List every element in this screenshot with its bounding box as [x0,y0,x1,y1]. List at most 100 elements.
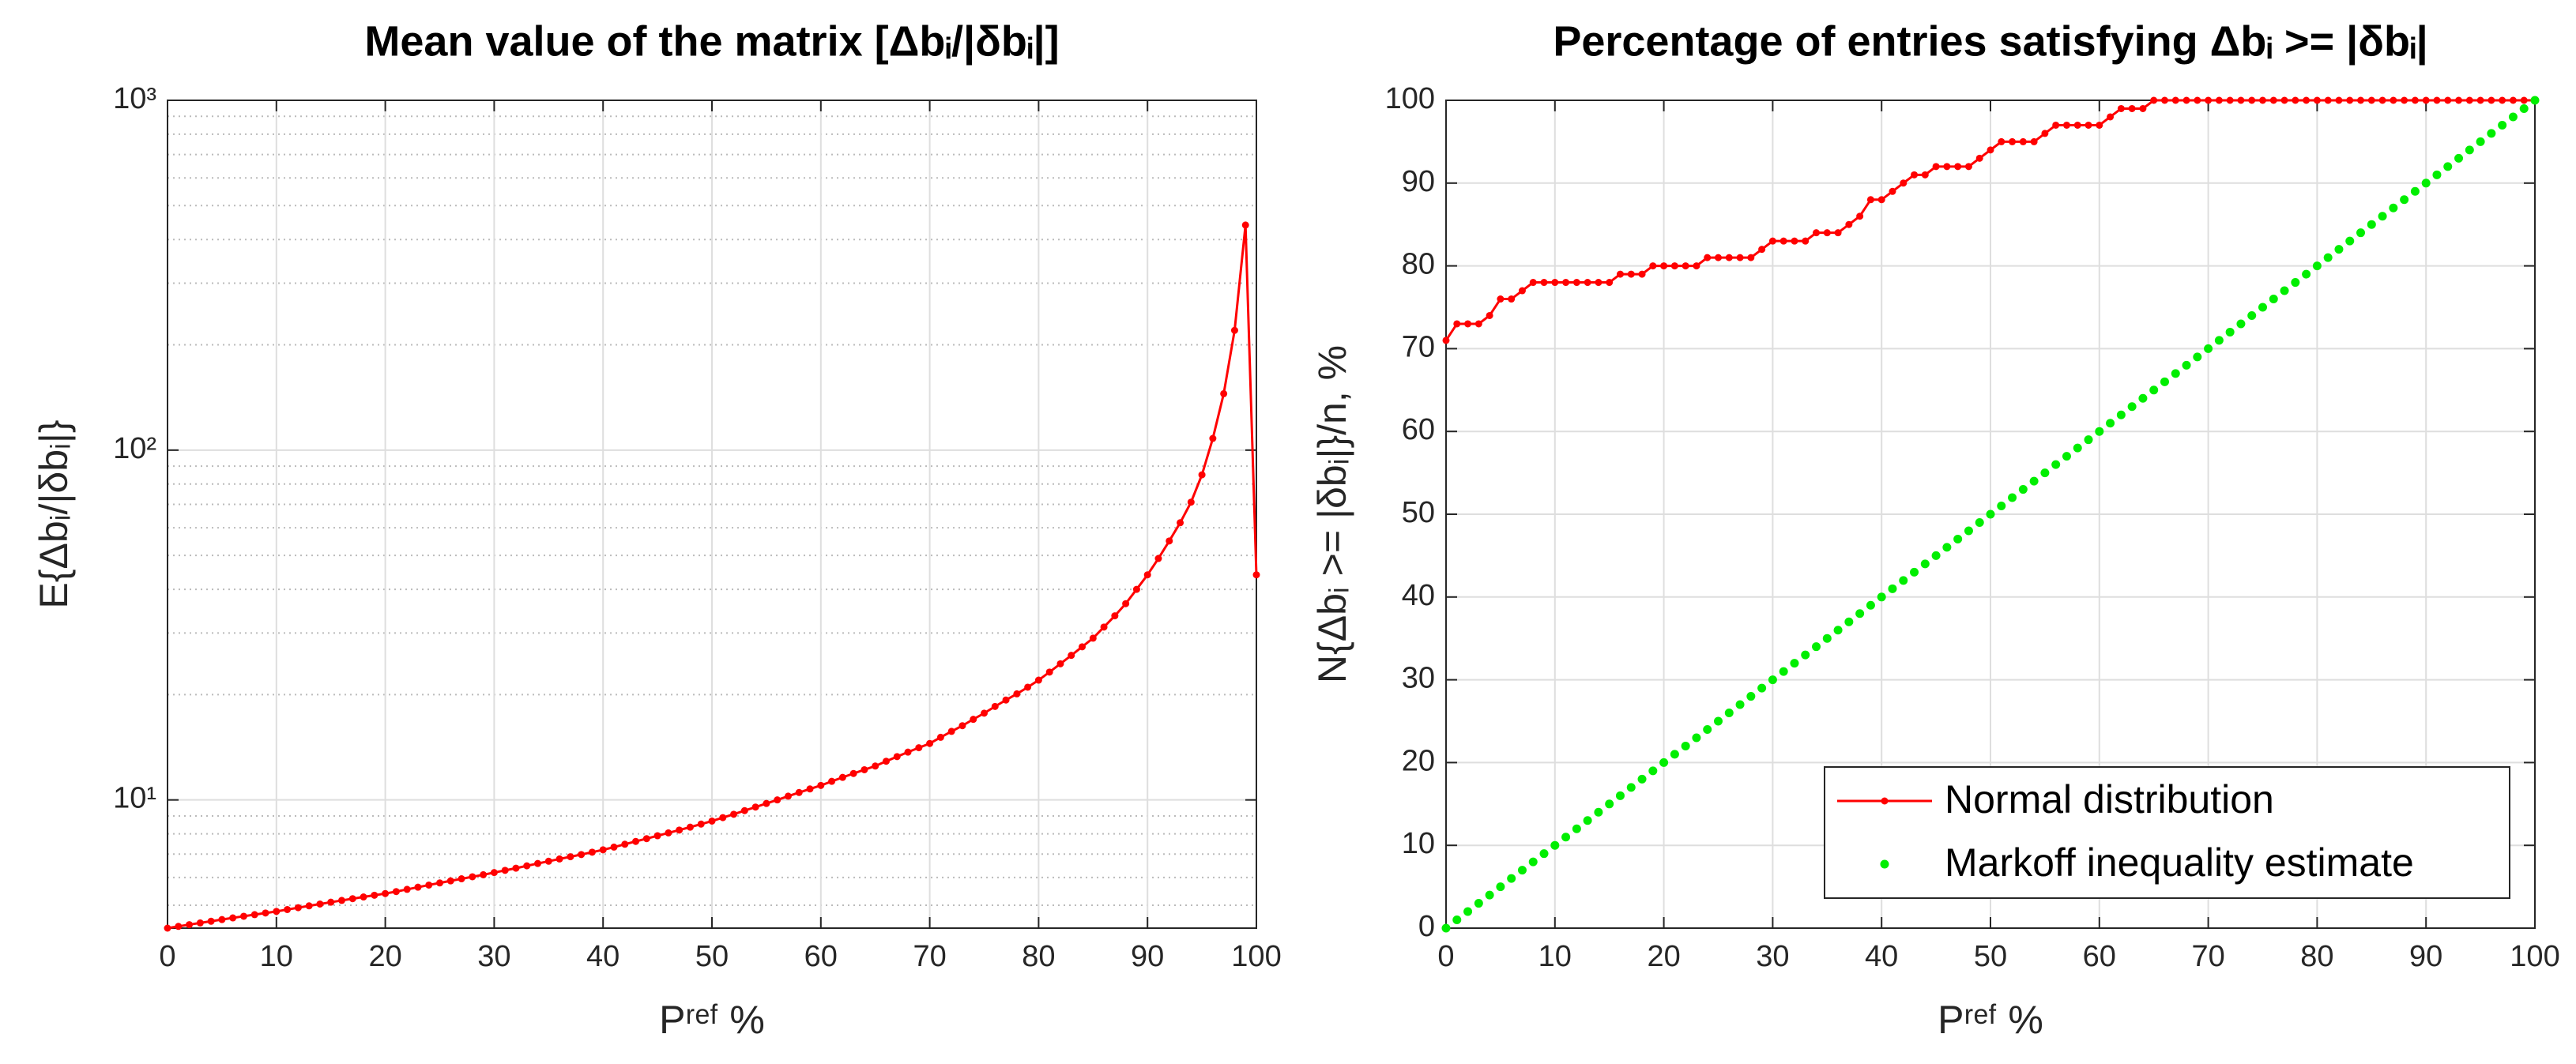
data-point [708,817,716,825]
data-point [1812,642,1821,652]
data-point [382,889,390,897]
data-point [2487,129,2496,138]
data-point [872,762,879,770]
data-point [164,924,171,932]
x-tick-label: 20 [1647,940,1680,973]
data-point [2095,427,2104,436]
y-tick-label: 90 [1402,165,1435,198]
data-point [1220,389,1228,397]
data-point [740,806,748,814]
data-point [1758,246,1766,254]
data-point [1802,237,1810,245]
data-point [1056,660,1064,667]
data-point [1943,163,1951,171]
data-point [1485,890,1494,900]
data-point [2421,179,2431,188]
data-point [1833,626,1843,635]
data-point [2313,96,2321,104]
data-point [2193,352,2202,362]
data-point [1779,237,1787,245]
x-tick-label: 60 [2083,940,2116,973]
legend-marker [1881,797,1889,805]
data-point [1649,262,1657,270]
data-point [1616,270,1624,278]
data-point [1866,600,1875,610]
x-tick-label: 80 [1022,940,1055,973]
data-point [2138,393,2148,403]
data-point [1638,270,1646,278]
data-point [2389,203,2398,212]
x-tick-label: 50 [1974,940,2007,973]
data-point [730,810,738,818]
data-point [458,875,465,883]
data-point [2367,220,2376,229]
data-point [1714,716,1723,726]
x-tick-label: 20 [368,940,401,973]
data-point [1920,559,1930,569]
data-point [2107,113,2115,121]
data-point [1747,254,1755,261]
data-point [1166,537,1173,545]
y-tick-label: 100 [1385,82,1435,115]
data-point [2422,96,2430,104]
data-point [1002,696,1010,704]
y-tick-label: 10² [113,432,156,465]
data-point [665,829,672,837]
data-point [1790,659,1799,668]
data-point [1615,791,1625,800]
data-point [2062,121,2070,129]
data-point [501,867,509,874]
data-point [1975,154,1983,162]
data-point [1111,612,1119,620]
data-point [991,702,999,710]
data-point [2465,96,2473,104]
data-point [1594,807,1603,817]
data-point [2009,137,2017,145]
data-point [2052,121,2060,129]
data-point [838,773,846,781]
data-point [1453,320,1461,328]
data-point [1813,229,1821,237]
data-point [1441,923,1451,933]
data-point [316,900,324,908]
data-point [327,898,335,906]
data-point [403,885,411,893]
y-tick-label: 10 [1402,827,1435,860]
data-point [2530,96,2540,105]
data-point [2127,402,2137,412]
data-point [686,823,694,831]
data-point [1539,849,1549,859]
data-point [186,921,194,929]
data-point [2084,435,2093,445]
data-point [1252,571,1260,579]
legend-label: Normal distribution [1945,777,2274,821]
data-point [981,709,988,717]
data-point [1703,724,1712,734]
data-point [2390,96,2397,104]
data-point [2258,303,2267,312]
data-point [436,879,443,887]
x-tick-label: 70 [913,940,946,973]
data-point [1209,434,1217,442]
data-point [2334,245,2344,254]
data-point [175,923,183,931]
data-point [207,917,215,925]
data-point [1681,741,1690,750]
data-point [1583,816,1592,825]
data-point [1844,617,1854,626]
data-point [1637,774,1647,784]
x-tick-label: 30 [1756,940,1789,973]
data-point [425,881,433,889]
chart-title: Mean value of the matrix [Δbᵢ/|δbᵢ|] [364,17,1059,66]
data-point [751,803,759,811]
data-point [1529,279,1537,287]
data-point [676,826,684,834]
data-point [1463,907,1473,916]
y-axis-label: N{Δbᵢ >= |δbᵢ|}/n, % [1310,345,1354,683]
data-point [2433,96,2441,104]
data-point [915,744,923,752]
data-point [2345,236,2355,246]
x-tick-label: 0 [159,940,175,973]
data-point [2280,96,2288,104]
data-point [567,853,574,861]
